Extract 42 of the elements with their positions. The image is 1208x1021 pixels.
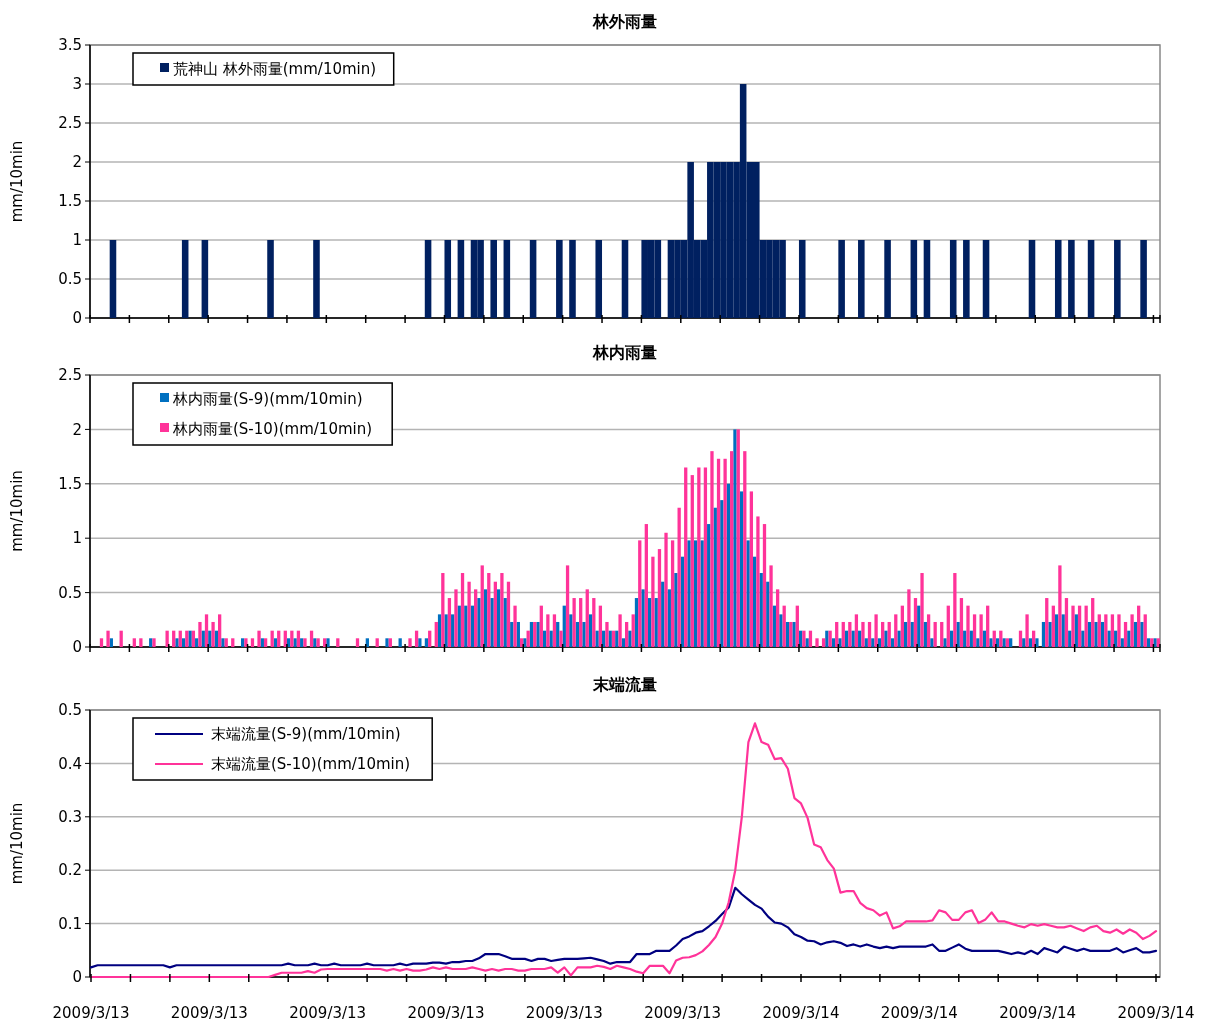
y-tick-label: 0.5	[58, 701, 82, 720]
y-tick-label: 0.5	[58, 270, 82, 289]
legend-label: 林内雨量(S-9)(mm/10min)	[172, 390, 363, 409]
legend: 荒神山 林外雨量(mm/10min)	[132, 52, 395, 86]
y-tick-label: 2.5	[58, 114, 82, 133]
y-tick-label: 1.5	[58, 192, 82, 211]
legend-label: 荒神山 林外雨量(mm/10min)	[173, 60, 377, 79]
legend-label: 林内雨量(S-10)(mm/10min)	[172, 420, 373, 439]
chart-title: 林内雨量	[592, 343, 657, 362]
y-tick-label: 0	[72, 968, 82, 987]
y-tick-label: 0.5	[58, 583, 82, 602]
y-tick-label: 0	[72, 638, 82, 657]
y-tick-label: 3	[72, 75, 82, 94]
y-tick-label: 0.2	[58, 861, 82, 880]
y-tick-label: 0.3	[58, 808, 82, 827]
y-tick-label: 0	[72, 309, 82, 328]
y-tick-label: 2	[72, 153, 82, 172]
y-tick-label: 2	[72, 420, 82, 439]
x-tick-label: 2009/3/13	[525, 1004, 603, 1021]
y-tick-label: 3.5	[58, 36, 82, 55]
y-tick-label: 1	[72, 529, 82, 548]
x-tick-label: 2009/3/13	[644, 1004, 722, 1021]
x-tick-label: 2009/3/13	[289, 1004, 367, 1021]
x-tick-label: 2009/3/14	[762, 1004, 840, 1021]
legend-label: 末端流量(S-10)(mm/10min)	[211, 755, 411, 774]
y-tick-label: 2.5	[58, 366, 82, 385]
x-tick-label: 2009/3/14	[999, 1004, 1077, 1021]
y-tick-label: 0.4	[58, 754, 82, 773]
y-axis-title: mm/10min	[8, 802, 26, 885]
y-tick-label: 1.5	[58, 475, 82, 494]
y-axis-title: mm/10min	[8, 140, 26, 223]
chart-title: 林外雨量	[592, 12, 657, 31]
x-tick-label: 2009/3/13	[170, 1004, 248, 1021]
x-tick-label: 2009/3/13	[407, 1004, 485, 1021]
x-tick-label: 2009/3/14	[1117, 1004, 1195, 1021]
x-tick-label: 2009/3/14	[880, 1004, 958, 1021]
y-axis-title: mm/10min	[8, 470, 26, 552]
legend-label: 末端流量(S-9)(mm/10min)	[211, 725, 401, 744]
chart-title: 末端流量	[592, 675, 657, 694]
y-tick-label: 1	[72, 231, 82, 250]
x-tick-label: 2009/3/13	[52, 1004, 130, 1021]
y-tick-label: 0.1	[58, 914, 82, 933]
